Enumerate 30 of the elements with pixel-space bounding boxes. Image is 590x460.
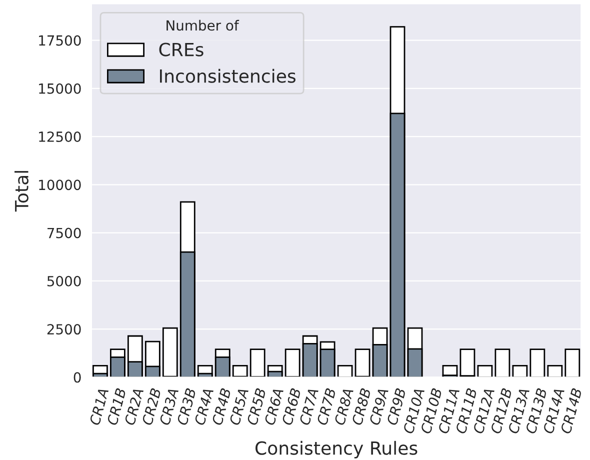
y-tick-label: 0: [74, 372, 81, 383]
legend-label: CREs: [159, 42, 204, 56]
x-tick-label: CR1B: [106, 388, 126, 426]
x-tick-label: CR3A: [159, 388, 179, 426]
y-tick-label: 15000: [39, 83, 81, 94]
y-axis-title: Total: [14, 171, 28, 212]
x-axis-title: Consistency Rules: [256, 440, 418, 458]
x-tick-label: CR5A: [229, 388, 249, 426]
x-tick-label: CR4A: [194, 388, 214, 426]
y-tick-label: 12500: [39, 132, 81, 142]
legend-title: Number of: [166, 20, 240, 31]
y-tick-label: 7500: [48, 228, 81, 238]
x-tick-label: CR6A: [264, 388, 284, 426]
x-tick-label: CR5B: [246, 388, 266, 426]
x-tick-label: CR6B: [282, 388, 302, 426]
y-tick-label: 5000: [47, 276, 81, 286]
legend-label: Inconsistencies: [160, 68, 296, 83]
x-tick-label: CR4B: [212, 388, 232, 426]
x-tick-label: CR1A: [89, 388, 109, 426]
y-tick-label: 2500: [47, 324, 81, 335]
x-tick-label: CR2B: [142, 388, 162, 426]
x-tick-label: CR8B: [352, 388, 372, 426]
y-tick-label: 17500: [39, 35, 81, 46]
x-tick-label: CR7A: [299, 388, 319, 426]
x-tick-label: CR9A: [369, 388, 389, 426]
x-tick-label: CR8A: [334, 388, 354, 426]
y-tick-label: 10000: [39, 180, 81, 190]
x-tick-label: CR7B: [316, 388, 336, 426]
x-tick-label: CR3B: [176, 388, 196, 426]
x-tick-label: CR2A: [124, 388, 144, 426]
